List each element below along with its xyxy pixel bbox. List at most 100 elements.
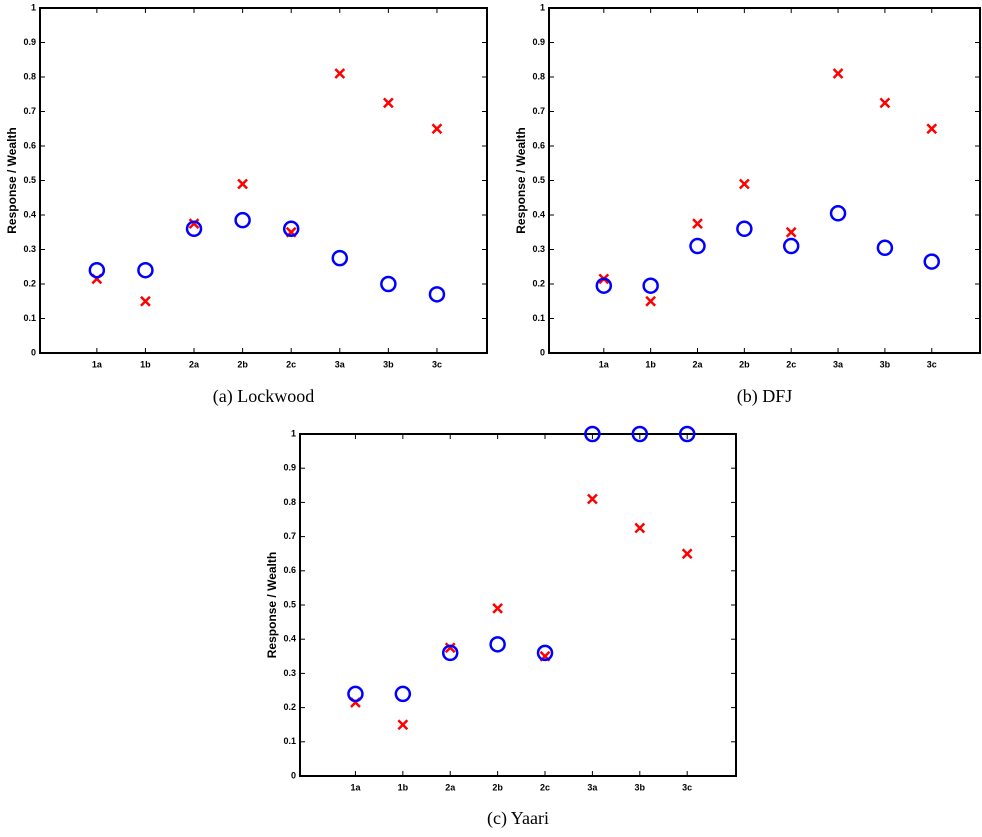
point-circle [137, 261, 154, 279]
point-circle [829, 205, 847, 222]
y-tick-label: 0.2 [532, 278, 545, 288]
y-tick-label: 0.4 [283, 634, 296, 644]
point-circle [536, 644, 554, 662]
point-cross [879, 97, 891, 109]
y-tick-label: 1 [31, 2, 36, 12]
x-tick-label: 3b [635, 782, 646, 792]
y-tick-label: 0 [31, 347, 36, 357]
x-tick-label: 1a [92, 359, 103, 369]
y-tick-label: 0.6 [283, 565, 296, 575]
y-tick-label: 0 [291, 770, 296, 780]
y-tick-label: 0.5 [23, 175, 36, 185]
point-circle [595, 277, 613, 294]
x-tick-label: 3b [383, 359, 394, 369]
plot-frame [548, 7, 981, 354]
point-cross [832, 68, 844, 79]
point-circle [678, 425, 696, 443]
point-circle [441, 644, 459, 662]
point-circle [876, 239, 894, 257]
plot-frame [299, 433, 737, 777]
x-tick-label: 3a [587, 782, 598, 792]
y-tick-label: 0.5 [283, 599, 296, 609]
x-tick-label: 1b [645, 359, 656, 369]
point-circle [584, 425, 601, 443]
point-circle [185, 220, 203, 238]
x-tick-label: 3c [927, 359, 937, 369]
y-tick-label: 1 [291, 428, 296, 438]
x-tick-label: 1a [599, 359, 610, 369]
x-tick-label: 2b [492, 782, 503, 792]
y-tick-label: 0.3 [23, 244, 36, 254]
plot-frame [39, 7, 488, 354]
y-tick-label: 0.2 [23, 278, 36, 288]
point-cross [681, 548, 693, 560]
point-cross [587, 493, 598, 505]
x-tick-label: 2b [739, 359, 750, 369]
point-cross [431, 123, 443, 135]
point-circle [689, 237, 706, 255]
point-circle [282, 220, 300, 238]
point-cross [926, 123, 938, 135]
point-cross [645, 295, 657, 307]
y-axis-label: Response / Wealth [5, 127, 19, 233]
x-tick-label: 2b [237, 359, 248, 369]
y-tick-label: 0.2 [283, 702, 296, 712]
x-tick-label: 2c [540, 782, 550, 792]
x-tick-label: 2a [445, 782, 456, 792]
point-cross [382, 97, 394, 109]
x-tick-label: 2a [692, 359, 703, 369]
y-tick-label: 0.4 [23, 209, 36, 219]
y-tick-label: 0.7 [532, 106, 545, 116]
point-cross [738, 178, 750, 190]
point-cross [444, 642, 456, 654]
point-cross [492, 603, 504, 614]
y-tick-label: 0.1 [23, 313, 36, 323]
x-tick-label: 1a [350, 782, 361, 792]
point-circle [234, 211, 251, 229]
y-tick-label: 0 [540, 347, 545, 357]
y-tick-label: 0.3 [532, 244, 545, 254]
x-tick-label: 3a [335, 359, 346, 369]
y-tick-label: 0.8 [532, 71, 545, 81]
x-tick-label: 1b [140, 359, 151, 369]
point-cross [237, 178, 248, 190]
point-circle [642, 277, 659, 294]
point-cross [634, 522, 646, 534]
y-tick-label: 0.1 [283, 736, 296, 746]
y-axis-label: Response / Wealth [265, 552, 279, 658]
y-tick-label: 0.9 [23, 37, 36, 47]
x-tick-label: 2c [786, 359, 796, 369]
y-tick-label: 0.4 [532, 209, 545, 219]
point-circle [394, 685, 412, 703]
x-tick-label: 3c [682, 782, 692, 792]
y-tick-label: 0.5 [532, 175, 545, 185]
x-tick-label: 1b [398, 782, 409, 792]
y-tick-label: 0.6 [23, 140, 36, 150]
point-cross [188, 218, 200, 230]
point-circle [428, 286, 446, 303]
x-tick-label: 3b [880, 359, 891, 369]
point-circle [347, 685, 364, 703]
point-cross [397, 719, 409, 731]
x-tick-label: 2c [286, 359, 296, 369]
y-tick-label: 0.7 [23, 106, 36, 116]
y-tick-label: 0.9 [283, 463, 296, 473]
y-tick-label: 1 [540, 2, 545, 12]
point-circle [331, 249, 349, 267]
y-tick-label: 0.7 [283, 531, 296, 541]
y-tick-label: 0.1 [532, 313, 545, 323]
x-tick-label: 2a [189, 359, 200, 369]
point-circle [736, 220, 753, 238]
point-circle [631, 425, 649, 443]
y-tick-label: 0.6 [532, 140, 545, 150]
point-circle [489, 636, 506, 653]
y-tick-label: 0.3 [283, 668, 296, 678]
caption: (c) Yaari [487, 808, 549, 829]
point-cross [785, 226, 797, 238]
point-cross [334, 68, 346, 79]
point-circle [380, 275, 397, 293]
point-circle [923, 253, 940, 270]
y-axis-label: Response / Wealth [514, 127, 528, 233]
point-circle [782, 237, 800, 255]
